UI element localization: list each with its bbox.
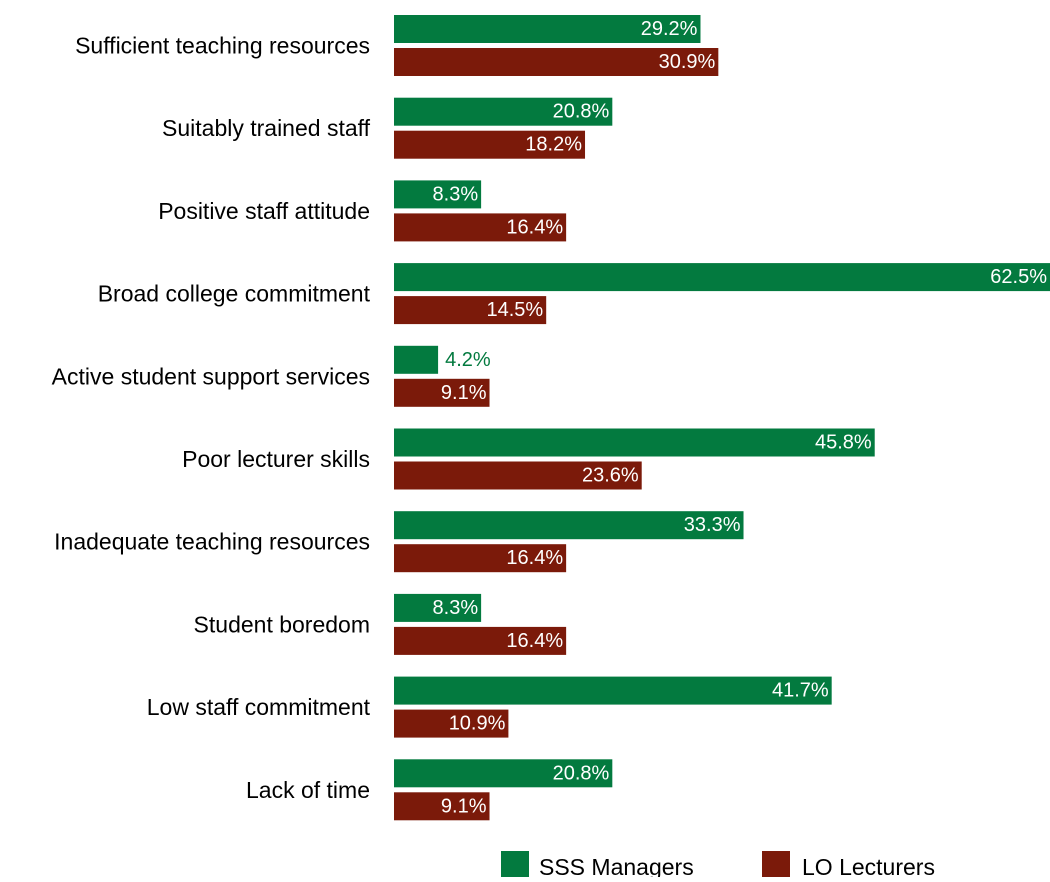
bar-sss-managers (394, 593, 482, 622)
data-label: 23.6% (582, 465, 639, 487)
legend-label: LO Lecturers (802, 854, 935, 877)
data-label: 9.1% (441, 382, 487, 404)
data-label: 14.5% (486, 299, 543, 321)
data-label: 62.5% (990, 266, 1047, 288)
bar-lo-lecturers (394, 461, 642, 490)
data-label: 33.3% (684, 514, 741, 536)
category-label: Low staff commitment (147, 694, 371, 720)
category-group: Student boredom 8.3% 16.4% (194, 593, 567, 655)
data-label: 16.4% (506, 630, 563, 652)
data-label: 30.9% (659, 51, 716, 73)
data-label: 20.8% (553, 762, 610, 784)
data-label: 18.2% (525, 134, 582, 156)
bar-lo-lecturers (394, 213, 567, 242)
category-group: Sufficient teaching resources 29.2% 30.9% (75, 15, 719, 76)
bar-sss-managers (394, 180, 482, 209)
data-label: 45.8% (815, 432, 872, 454)
data-label: 41.7% (772, 680, 829, 702)
category-label: Sufficient teaching resources (75, 33, 370, 59)
data-label: 10.9% (449, 713, 506, 735)
bar-sss-managers (394, 511, 744, 540)
bar-lo-lecturers (394, 48, 719, 76)
bar-lo-lecturers (394, 378, 490, 407)
bar-lo-lecturers (394, 130, 586, 159)
bar-sss-managers (394, 345, 439, 374)
data-label: 16.4% (506, 547, 563, 569)
category-label: Student boredom (194, 611, 370, 637)
data-label: 8.3% (433, 597, 479, 619)
data-label: 20.8% (553, 101, 610, 123)
bar-sss-managers (394, 263, 1050, 292)
category-label: Inadequate teaching resources (54, 529, 370, 555)
legend-item: LO Lecturers (762, 851, 935, 880)
category-group: Poor lecturer skills 45.8% 23.6% (182, 428, 875, 490)
bar-sss-managers (394, 97, 613, 126)
category-label: Poor lecturer skills (182, 446, 370, 472)
data-label: 9.1% (441, 795, 487, 817)
bar-sss-managers (394, 15, 701, 43)
category-group: Lack of time 20.8% 9.1% (246, 759, 613, 821)
category-group: Active student support services 4.2% 9.1% (52, 345, 491, 407)
bar-sss-managers (394, 428, 875, 457)
category-label: Active student support services (52, 363, 370, 389)
data-label: 29.2% (641, 18, 698, 40)
category-label: Lack of time (246, 777, 370, 803)
category-group: Inadequate teaching resources 33.3% 16.4% (54, 511, 744, 573)
bar-sss-managers (394, 759, 613, 788)
category-group: Low staff commitment 41.7% 10.9% (147, 676, 832, 738)
bar-lo-lecturers (394, 709, 509, 738)
bar-lo-lecturers (394, 296, 547, 325)
legend: SSS Managers LO Lecturers (501, 851, 935, 880)
legend-item: SSS Managers (501, 851, 694, 880)
bar-sss-managers (394, 676, 832, 705)
bar-lo-lecturers (394, 792, 490, 821)
legend-swatch (501, 851, 529, 877)
bar-lo-lecturers (394, 544, 567, 573)
legend-label: SSS Managers (539, 854, 694, 877)
category-group: Positive staff attitude 8.3% 16.4% (158, 180, 567, 242)
category-label: Suitably trained staff (162, 115, 371, 141)
data-label: 16.4% (506, 216, 563, 238)
legend-swatch (762, 851, 790, 877)
data-label: 4.2% (445, 349, 491, 371)
data-label: 8.3% (433, 183, 479, 205)
category-group: Suitably trained staff 20.8% 18.2% (162, 97, 613, 159)
category-group: Broad college commitment 62.5% 14.5% (98, 263, 1050, 325)
bar-lo-lecturers (394, 626, 567, 655)
category-label: Broad college commitment (98, 281, 371, 307)
category-label: Positive staff attitude (158, 198, 370, 224)
